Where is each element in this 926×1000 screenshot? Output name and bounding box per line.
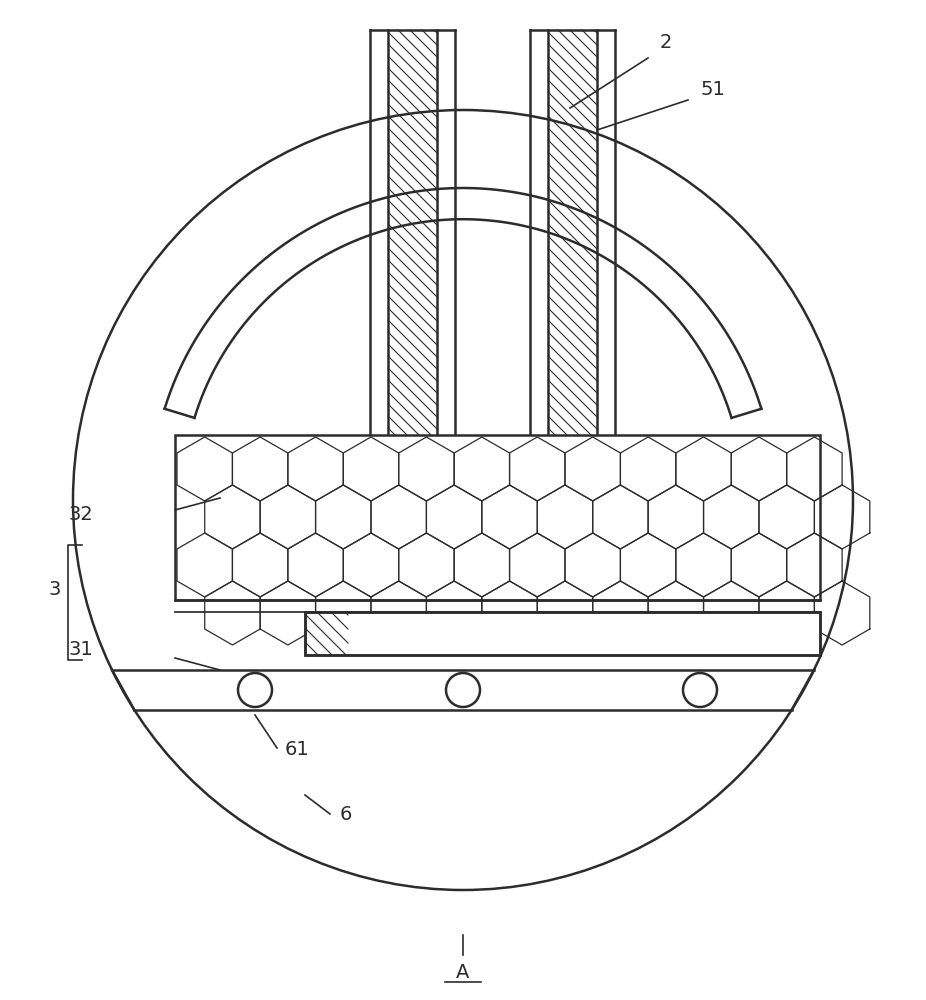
Circle shape	[446, 673, 480, 707]
Bar	[175, 435, 820, 600]
Bar	[305, 612, 820, 655]
Circle shape	[683, 673, 717, 707]
Text: 6: 6	[340, 805, 353, 824]
Text: 51: 51	[700, 80, 725, 99]
Text: A: A	[457, 962, 469, 982]
Text: 31: 31	[69, 640, 93, 659]
Circle shape	[238, 673, 272, 707]
Text: 32: 32	[69, 505, 93, 524]
Bar	[305, 612, 820, 655]
Text: 3: 3	[48, 580, 60, 599]
Text: 61: 61	[285, 740, 310, 759]
Text: 2: 2	[660, 33, 672, 52]
